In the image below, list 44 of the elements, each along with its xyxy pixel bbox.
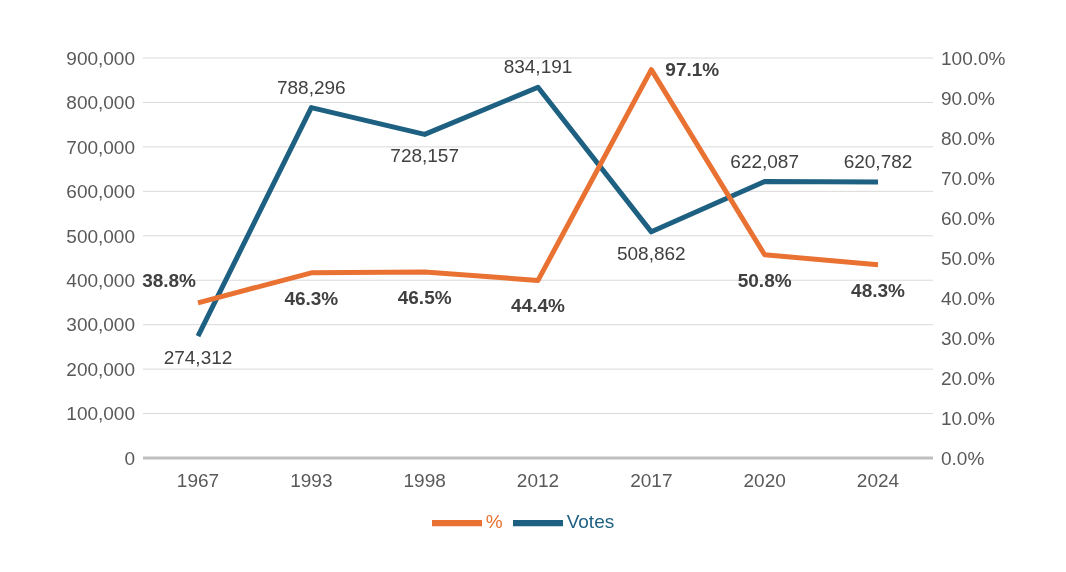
data-label: 274,312 [163,347,233,369]
y2-tick-label: 70.0% [941,167,995,189]
y-tick-label: 800,000 [66,92,135,114]
y2-tick-label: 0.0% [941,447,985,469]
x-tick-label: 2012 [516,470,560,492]
y-tick-label: 100,000 [66,403,135,425]
data-label: 97.1% [665,58,720,80]
y-tick-label: 300,000 [66,314,135,336]
y2-tick-label: 80.0% [941,127,995,149]
y-tick-label: 400,000 [66,269,135,291]
y-tick-label: 500,000 [66,225,135,247]
y2-tick-label: 40.0% [941,287,995,309]
data-label: 46.3% [284,287,339,309]
data-label: 788,296 [276,76,346,98]
x-tick-label: 1967 [176,470,220,492]
y-tick-label: 700,000 [66,136,135,158]
x-tick-label: 2020 [743,470,786,492]
y-tick-label: 0 [124,447,135,469]
x-tick-label: 2024 [856,470,900,492]
legend-label: Votes [566,511,615,533]
y-tick-label: 900,000 [66,47,135,69]
y2-tick-label: 10.0% [941,407,995,429]
x-tick-label: 1993 [290,470,333,492]
data-label: 508,862 [616,242,686,264]
y-tick-label: 200,000 [66,358,135,380]
data-label: 50.8% [737,269,792,291]
x-tick-label: 1998 [403,470,446,492]
data-label: 620,782 [843,151,913,173]
y2-tick-label: 100.0% [941,47,1006,69]
y2-tick-label: 20.0% [941,367,995,389]
data-label: 48.3% [851,279,906,301]
y2-tick-label: 90.0% [941,87,995,109]
legend-label: % [485,511,503,533]
data-label: 44.4% [511,295,566,317]
y2-tick-label: 30.0% [941,327,995,349]
y-tick-label: 600,000 [66,181,135,203]
data-label: 728,157 [390,145,460,167]
x-tick-label: 2017 [630,470,673,492]
data-label: 46.5% [397,287,452,308]
data-label: 834,191 [503,56,573,78]
y2-tick-label: 50.0% [941,247,995,269]
data-label: 38.8% [142,269,197,291]
y2-tick-label: 60.0% [941,207,995,229]
data-label: 622,087 [730,150,800,172]
